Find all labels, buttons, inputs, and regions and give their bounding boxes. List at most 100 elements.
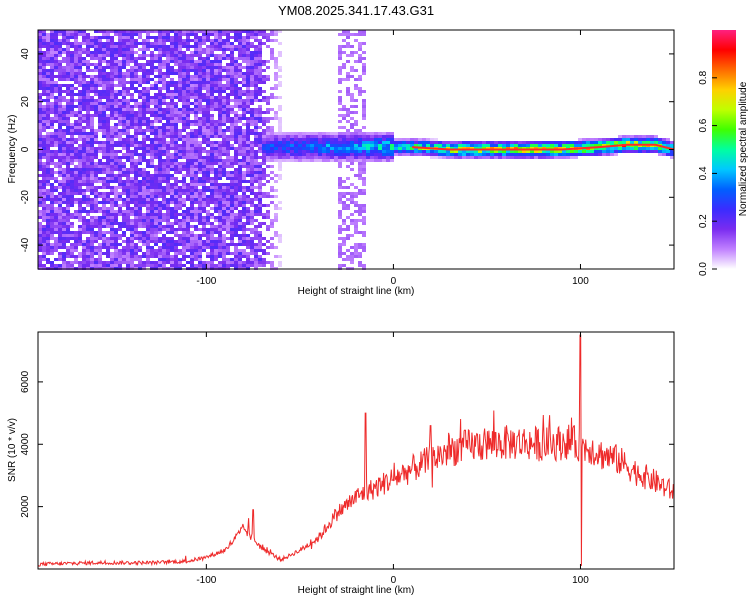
heatmap-cell	[278, 201, 282, 204]
heatmap-cell	[54, 96, 58, 99]
heatmap-cell	[602, 153, 606, 156]
heatmap-cell	[358, 132, 362, 135]
heatmap-cell	[358, 141, 362, 144]
heatmap-cell	[50, 66, 54, 69]
heatmap-cell	[234, 90, 238, 93]
heatmap-cell	[38, 153, 42, 156]
heatmap-cell	[518, 156, 522, 159]
heatmap-cell	[154, 69, 158, 72]
heatmap-cell	[170, 90, 174, 93]
heatmap-cell	[86, 240, 90, 243]
heatmap-cell	[158, 108, 162, 111]
heatmap-cell	[226, 99, 230, 102]
heatmap-cell	[578, 144, 582, 147]
heatmap-cell	[218, 84, 222, 87]
heatmap-cell	[122, 141, 126, 144]
heatmap-cell	[402, 141, 406, 144]
heatmap-cell	[242, 135, 246, 138]
heatmap-cell	[82, 132, 86, 135]
heatmap-cell	[326, 150, 330, 153]
heatmap-cell	[194, 264, 198, 267]
heatmap-cell	[38, 114, 42, 117]
heatmap-cell	[126, 240, 130, 243]
heatmap-cell	[138, 183, 142, 186]
heatmap-cell	[50, 261, 54, 264]
heatmap-cell	[210, 225, 214, 228]
heatmap-cell	[314, 150, 318, 153]
heatmap-cell	[222, 102, 226, 105]
heatmap-cell	[250, 192, 254, 195]
heatmap-cell	[142, 117, 146, 120]
heatmap-cell	[362, 135, 366, 138]
heatmap-cell	[206, 264, 210, 267]
heatmap-cell	[114, 33, 118, 36]
heatmap-cell	[94, 222, 98, 225]
heatmap-cell	[394, 138, 398, 141]
heatmap-cell	[178, 222, 182, 225]
heatmap-cell	[382, 159, 386, 162]
heatmap-cell	[358, 159, 362, 162]
heatmap-cell	[206, 126, 210, 129]
heatmap-cell	[38, 120, 42, 123]
heatmap-cell	[66, 252, 70, 255]
heatmap-cell	[614, 141, 618, 144]
heatmap-cell	[130, 231, 134, 234]
heatmap-cell	[62, 162, 66, 165]
heatmap-cell	[222, 219, 226, 222]
heatmap-cell	[54, 54, 58, 57]
heatmap-cell	[170, 165, 174, 168]
heatmap-cell	[270, 159, 274, 162]
heatmap-cell	[226, 252, 230, 255]
heatmap-cell	[110, 180, 114, 183]
heatmap-cell	[58, 231, 62, 234]
heatmap-cell	[526, 153, 530, 156]
heatmap-cell	[350, 141, 354, 144]
heatmap-cell	[270, 186, 274, 189]
heatmap-cell	[218, 66, 222, 69]
heatmap-cell	[42, 123, 46, 126]
heatmap-cell	[118, 255, 122, 258]
heatmap-cell	[106, 210, 110, 213]
heatmap-cell	[262, 60, 266, 63]
heatmap-cell	[42, 183, 46, 186]
heatmap-cell	[58, 207, 62, 210]
heatmap-cell	[46, 261, 50, 264]
heatmap-cell	[210, 249, 214, 252]
heatmap-cell	[154, 222, 158, 225]
heatmap-cell	[118, 198, 122, 201]
heatmap-cell	[450, 144, 454, 147]
heatmap-cell	[234, 36, 238, 39]
heatmap-cell	[298, 156, 302, 159]
heatmap-cell	[258, 33, 262, 36]
heatmap-cell	[42, 126, 46, 129]
heatmap-cell	[150, 45, 154, 48]
heatmap-cell	[210, 114, 214, 117]
heatmap-cell	[266, 228, 270, 231]
heatmap-cell	[258, 90, 262, 93]
heatmap-cell	[166, 216, 170, 219]
heatmap-cell	[358, 168, 362, 171]
heatmap-cell	[350, 105, 354, 108]
heatmap-cell	[542, 150, 546, 153]
heatmap-cell	[246, 36, 250, 39]
heatmap-cell	[198, 135, 202, 138]
heatmap-cell	[210, 189, 214, 192]
heatmap-cell	[354, 159, 358, 162]
heatmap-cell	[98, 129, 102, 132]
heatmap-cell	[154, 249, 158, 252]
heatmap-cell	[202, 231, 206, 234]
heatmap-cell	[266, 36, 270, 39]
heatmap-cell	[214, 171, 218, 174]
heatmap-cell	[246, 219, 250, 222]
heatmap-cell	[130, 123, 134, 126]
heatmap-cell	[178, 54, 182, 57]
heatmap-cell	[114, 219, 118, 222]
heatmap-cell	[74, 66, 78, 69]
heatmap-cell	[218, 120, 222, 123]
heatmap-cell	[170, 81, 174, 84]
heatmap-cell	[134, 195, 138, 198]
heatmap-cell	[338, 192, 342, 195]
heatmap-cell	[466, 156, 470, 159]
heatmap-cell	[182, 228, 186, 231]
heatmap-cell	[218, 78, 222, 81]
